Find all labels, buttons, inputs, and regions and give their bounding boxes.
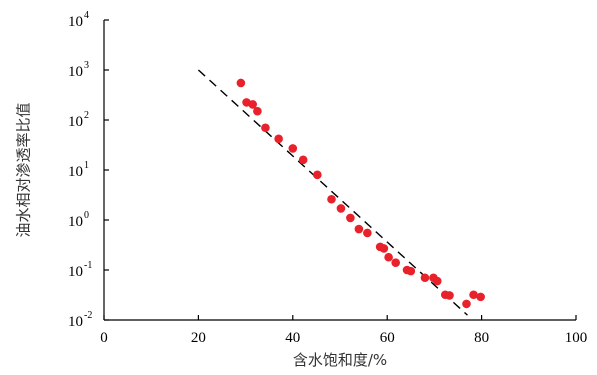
y-tick-exponent: 3 (84, 60, 89, 71)
data-point (248, 100, 257, 109)
data-point (445, 291, 454, 300)
y-tick-exponent: 4 (84, 10, 89, 21)
y-tick-label: 10 -1 (68, 260, 92, 280)
x-tick-label: 60 (380, 330, 395, 346)
y-tick-base: 10 (68, 314, 83, 330)
data-points (236, 78, 485, 309)
y-tick-exponent: -1 (84, 260, 92, 271)
data-point (469, 290, 478, 300)
y-tick-base: 10 (68, 114, 83, 130)
data-point (288, 144, 298, 153)
y-axis-title: 油水相对渗透率比值 (15, 102, 33, 237)
data-point (476, 292, 485, 302)
data-point (261, 123, 270, 133)
data-point (274, 134, 283, 144)
y-tick-base: 10 (68, 164, 83, 180)
axes (103, 20, 576, 321)
y-tick-exponent: 0 (84, 210, 89, 221)
y-tick-exponent: 2 (84, 110, 89, 121)
data-point (391, 258, 400, 267)
y-tick-label: 10 2 (68, 110, 89, 130)
data-point (327, 194, 336, 204)
x-axis-title: 含水饱和度/% (293, 351, 387, 369)
y-tick-exponent: 1 (84, 160, 89, 171)
x-tick-label: 20 (191, 330, 206, 346)
x-tick-label: 0 (100, 330, 108, 346)
y-tick-base: 10 (68, 214, 83, 230)
y-tick-base: 10 (68, 64, 83, 80)
y-tick-label: 10 -2 (68, 310, 92, 330)
data-point (432, 276, 442, 286)
y-tick-label: 10 1 (68, 160, 89, 180)
x-tick-label: 80 (474, 330, 489, 346)
y-tick-base: 10 (68, 264, 83, 280)
y-tick-label: 10 4 (68, 10, 89, 30)
data-point (346, 213, 355, 223)
y-tick-exponent: -2 (84, 310, 92, 321)
y-tick-label: 10 0 (68, 210, 89, 230)
x-tick-label: 40 (285, 330, 300, 346)
data-point (379, 244, 389, 253)
data-point (253, 106, 262, 116)
x-tick-label: 100 (565, 330, 588, 346)
data-point (384, 252, 393, 262)
x-axis-ticks: 0 20 40 60 80 100 (100, 315, 587, 346)
data-point (313, 170, 322, 180)
data-point (236, 78, 246, 88)
data-point (420, 273, 430, 283)
data-point (354, 224, 364, 234)
data-point (363, 228, 372, 238)
y-tick-base: 10 (68, 14, 83, 30)
data-point (462, 299, 471, 309)
y-tick-label: 10 3 (68, 60, 89, 80)
data-point (336, 204, 346, 213)
data-point (298, 155, 308, 165)
data-point (406, 266, 416, 276)
